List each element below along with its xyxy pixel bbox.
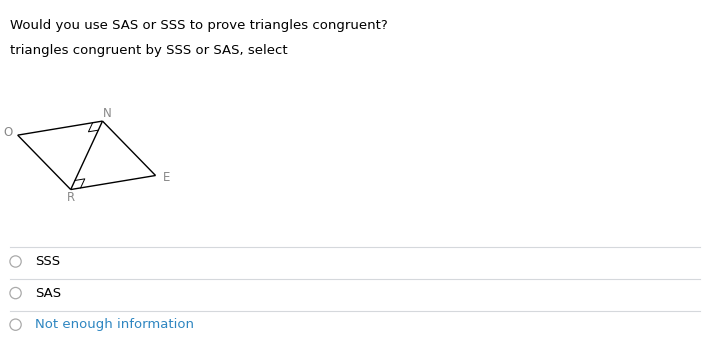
- Text: E: E: [163, 171, 170, 184]
- Text: Not enough information: Not enough information: [35, 318, 194, 331]
- Text: SSS: SSS: [35, 255, 61, 268]
- Text: triangles congruent by SSS or SAS, select: triangles congruent by SSS or SAS, selec…: [10, 44, 292, 57]
- Text: R: R: [66, 191, 75, 204]
- Text: O: O: [3, 126, 13, 139]
- Text: N: N: [103, 107, 111, 120]
- Text: SAS: SAS: [35, 286, 62, 300]
- Text: Would you use SAS or SSS to prove triangles congruent?: Would you use SAS or SSS to prove triang…: [10, 19, 396, 32]
